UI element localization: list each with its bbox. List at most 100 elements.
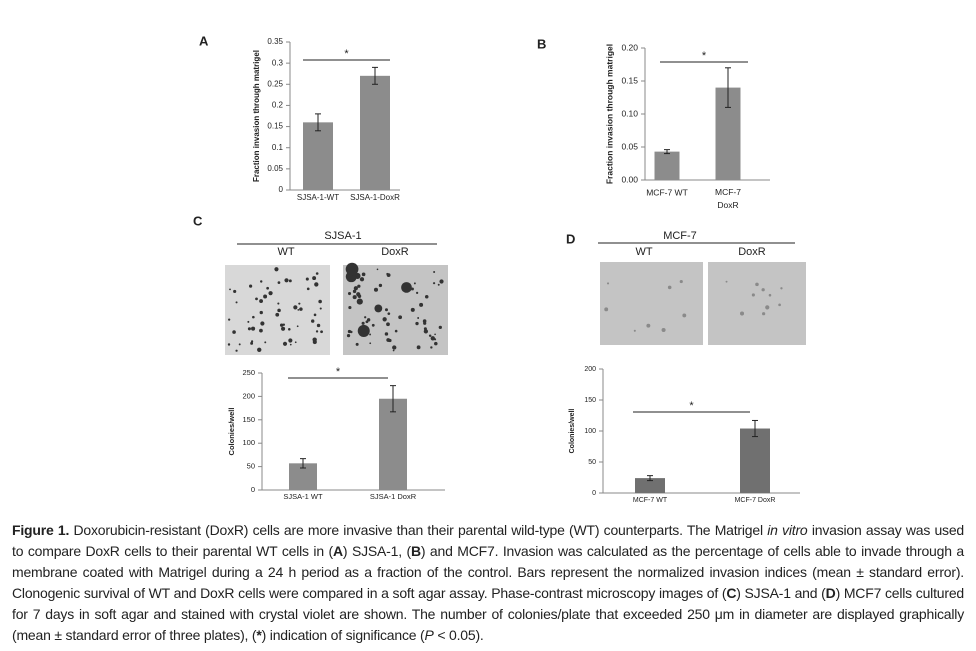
- colony: [260, 321, 265, 326]
- caption-text: ) SJSA-1, (: [342, 543, 411, 559]
- x-tick-label: SJSA-1 DoxR: [370, 492, 417, 501]
- colony: [761, 288, 765, 292]
- colony: [433, 338, 437, 341]
- bar: [654, 151, 680, 180]
- colony: [646, 323, 651, 328]
- colony: [250, 341, 254, 345]
- y-tick-label: 50: [588, 459, 596, 466]
- colony: [357, 324, 370, 337]
- colony: [293, 305, 298, 310]
- y-tick-label: 0.15: [621, 75, 638, 85]
- colony: [369, 342, 372, 345]
- colony: [376, 268, 379, 271]
- colony: [394, 329, 398, 333]
- caption-text: Figure 1.: [12, 522, 70, 538]
- colony: [288, 327, 291, 331]
- colony: [725, 280, 728, 283]
- colony: [780, 287, 783, 290]
- colony: [355, 342, 359, 346]
- significance-mark: *: [702, 50, 707, 62]
- error-bar: [647, 475, 653, 482]
- colony: [432, 282, 436, 285]
- colony: [318, 299, 322, 304]
- caption-text: ) and MCF7. Invasion was calculated as t…: [12, 543, 964, 601]
- colony: [434, 341, 438, 346]
- colony: [386, 338, 391, 342]
- colony: [266, 286, 270, 290]
- colony: [437, 283, 440, 286]
- y-tick-label: 100: [584, 428, 596, 435]
- error-bar: [300, 458, 306, 469]
- colony: [419, 302, 424, 307]
- y-tick-label: 0: [279, 185, 284, 194]
- y-tick-label: 0.25: [267, 79, 283, 88]
- significance-mark: *: [689, 400, 694, 412]
- colony: [679, 279, 683, 284]
- figure: A Fraction invasion through matrigel 0 0.05…: [193, 33, 806, 504]
- colony: [765, 305, 770, 310]
- colony: [279, 323, 284, 327]
- colony: [416, 345, 421, 350]
- colony: [312, 276, 317, 281]
- colony: [439, 279, 444, 284]
- bar: [740, 428, 770, 493]
- colony: [312, 337, 317, 342]
- colony: [259, 299, 263, 304]
- y-tick-label: 150: [242, 415, 255, 424]
- colony: [604, 307, 609, 312]
- colony: [357, 273, 360, 276]
- colony: [227, 343, 231, 346]
- colony: [350, 330, 353, 334]
- colony: [288, 338, 293, 343]
- caption-text: P: [424, 627, 434, 643]
- colony: [228, 318, 231, 321]
- colony: [232, 330, 236, 334]
- colony: [319, 307, 322, 310]
- colony: [369, 333, 372, 336]
- colony: [348, 305, 352, 310]
- caption-text: C: [726, 585, 737, 601]
- colony: [353, 286, 358, 291]
- colony: [413, 282, 416, 285]
- caption-text: in vitro: [767, 522, 808, 538]
- colony: [371, 323, 375, 327]
- colony: [417, 317, 420, 319]
- colony: [298, 302, 301, 305]
- colony: [667, 285, 672, 290]
- colony: [356, 298, 363, 305]
- colony: [289, 343, 292, 346]
- caption-text: B: [410, 543, 421, 559]
- colony: [229, 288, 231, 291]
- x-tick-label: MCF-7 WT: [633, 497, 668, 504]
- y-tick-label: 0.35: [267, 37, 283, 46]
- y-tick-label: 0.10: [621, 108, 638, 118]
- colony: [250, 340, 254, 343]
- colony: [352, 289, 357, 294]
- y-tick-label: 0.3: [272, 58, 284, 67]
- colony: [365, 320, 369, 324]
- y-tick-label: 0.05: [267, 164, 283, 173]
- error-bar: [372, 66, 378, 85]
- micrograph: [708, 262, 806, 345]
- colony: [345, 262, 359, 276]
- y-tick-label: 200: [242, 391, 255, 400]
- y-tick-label: 50: [247, 462, 255, 471]
- y-tick-label: 0.00: [621, 174, 638, 184]
- colony: [423, 329, 429, 334]
- colony: [281, 326, 286, 331]
- micrograph: [600, 262, 703, 345]
- colony: [311, 319, 315, 323]
- colony: [282, 323, 286, 326]
- y-tick-label: 0.05: [621, 141, 638, 151]
- colony: [247, 327, 251, 331]
- x-tick-label: SJSA-1-DoxR: [350, 193, 400, 202]
- colony: [739, 311, 745, 316]
- bar: [379, 398, 407, 490]
- x-tick-label: MCF-7 DoxR: [715, 187, 741, 210]
- colony: [235, 301, 238, 304]
- colony: [316, 323, 321, 328]
- colony: [259, 328, 263, 333]
- colony: [428, 334, 432, 337]
- colony: [424, 294, 429, 299]
